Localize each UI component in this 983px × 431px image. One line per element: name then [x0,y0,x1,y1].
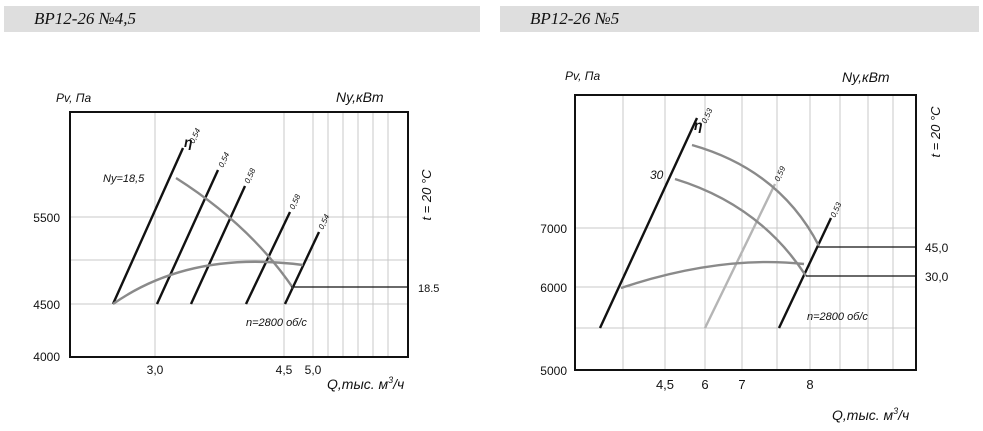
chart-title-right: ВР12-26 №5 [500,6,979,32]
chart-right: 7000 6000 5000 4,5 6 7 8 45,0 30,0 Pv, П… [540,69,948,423]
right-temperature-label: t = 20 °C [928,106,943,158]
right-power-ticks: 45,0 30,0 [925,241,949,284]
right-x-tick-4: 8 [806,377,813,392]
left-eta-symbol: η [184,134,193,150]
chart-left: 5500 4500 4000 3,0 4,5 5,0 18.5 Pv, Па N… [33,89,439,392]
left-pressure-curve [175,176,294,289]
right-y-ticks: 7000 6000 5000 [540,222,567,378]
left-y-ticks: 5500 4500 4000 [33,211,60,364]
left-y-tick-1: 5500 [33,211,60,225]
left-power-tick: 18.5 [418,283,439,295]
right-grid [575,95,916,370]
right-x-tick-2: 6 [701,377,708,392]
right-speed-label: n=2800 об/с [807,311,868,323]
right-x-ticks: 4,5 6 7 8 [656,377,814,392]
left-eta-label-4: 0,58 [288,192,303,210]
left-plot-frame [69,111,409,358]
left-y-tick-3: 4000 [33,350,60,364]
right-eta-label-3: 0,53 [829,200,844,218]
right-curve-label: 30 [650,168,664,182]
right-pressure-curve-1 [691,143,821,247]
left-eta-line-5 [283,231,321,305]
right-power-axis-label: Ny,кВт [842,69,890,85]
left-eta-line-3 [189,185,247,305]
left-eta-line-1 [111,147,185,305]
left-eta-labels: 0,54 0,54 0,58 0,58 0,54 [188,126,332,230]
right-y-tick-1: 7000 [540,222,567,236]
left-power-curve [112,260,304,305]
left-ny-label: Ny=18,5 [103,173,145,185]
right-y-tick-2: 6000 [540,281,567,295]
right-eta-symbol: η [694,117,703,133]
right-power-tick-2: 30,0 [925,270,949,284]
right-eta-label-2: 0,59 [773,164,788,182]
left-speed-label: n=2800 об/с [246,317,307,329]
right-power-ref-lines [806,246,916,277]
left-eta-label-1: 0,54 [188,126,203,144]
right-y-axis-label: Pv, Па [565,69,600,83]
left-y-tick-2: 4500 [33,298,60,312]
left-eta-label-2: 0,54 [217,150,232,168]
left-power-axis-label: Ny,кВт [336,89,384,105]
right-eta-labels: 0,53 0,59 0,53 [700,106,844,218]
left-grid [70,112,408,357]
left-x-tick-2: 4,5 [276,363,293,377]
right-y-tick-3: 5000 [540,364,567,378]
right-x-tick-3: 7 [738,377,745,392]
right-plot-frame [574,94,917,371]
left-eta-line-2 [155,169,220,305]
left-eta-line-4 [244,211,292,305]
left-eta-label-3: 0,58 [243,166,258,184]
right-pressure-curve-2 [674,177,808,277]
left-y-axis-label: Pv, Па [56,91,91,105]
left-eta-label-5: 0,54 [317,212,332,230]
left-x-axis-label: Q,тыс. м3/ч [327,375,404,392]
right-eta-line-1 [598,117,699,329]
left-x-ticks: 3,0 4,5 5,0 [147,363,322,377]
right-curves [620,143,821,290]
left-efficiency-lines [111,147,321,305]
right-power-tick-1: 45,0 [925,241,949,255]
right-x-tick-1: 4,5 [656,377,674,392]
right-x-axis-label: Q,тыс. м3/ч [832,406,909,423]
left-curves [112,176,304,305]
right-eta-line-2 [703,183,777,329]
left-x-tick-1: 3,0 [147,363,164,377]
left-temperature-label: t = 20 °C [419,169,434,221]
right-efficiency-lines [598,117,833,329]
left-x-tick-3: 5,0 [305,363,322,377]
right-eta-label-1: 0,53 [700,106,715,124]
chart-title-left: ВР12-26 №4,5 [4,6,480,32]
right-power-curve [620,260,805,290]
